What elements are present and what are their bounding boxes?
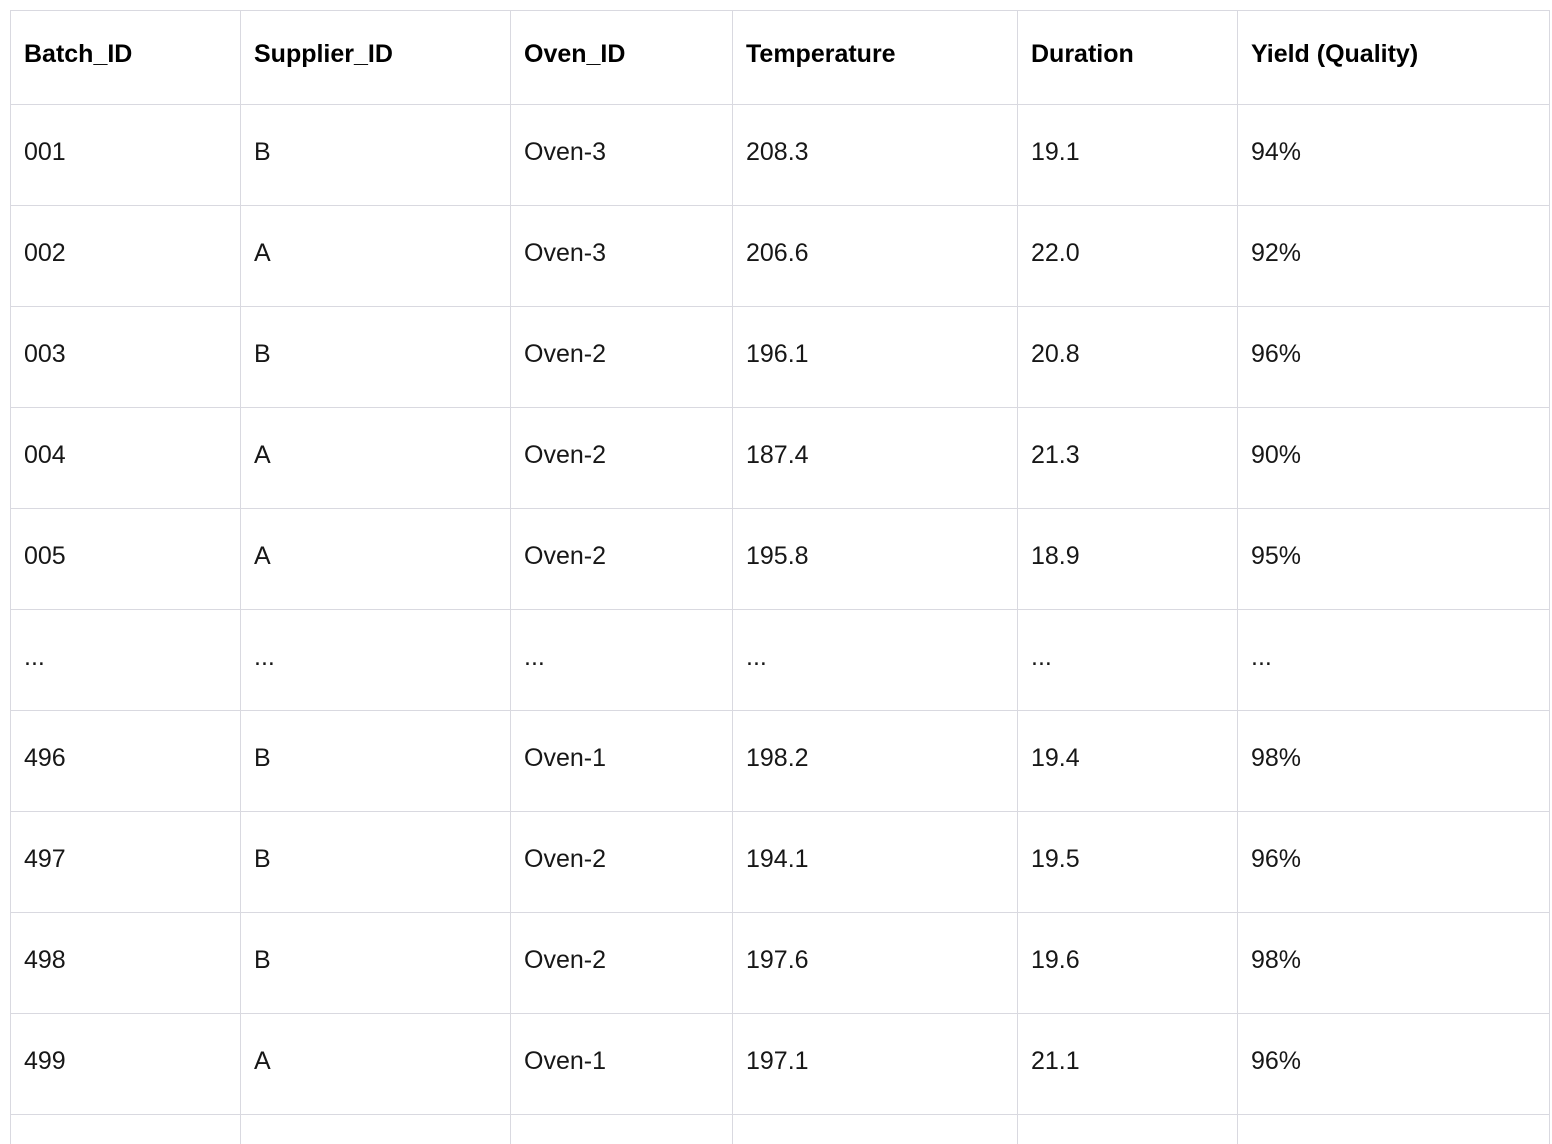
cell-temperature: 196.1 (732, 306, 1018, 408)
cell-duration: 21.1 (1017, 1013, 1238, 1115)
cell-duration: 19.4 (1017, 1114, 1238, 1144)
cell-supplier-id: ... (240, 609, 511, 711)
cell-supplier-id: B (240, 811, 511, 913)
cell-batch-id: 497 (10, 811, 241, 913)
cell-duration: 19.6 (1017, 912, 1238, 1014)
cell-supplier-id: B (240, 710, 511, 812)
cell-temperature: 194.1 (732, 811, 1018, 913)
table-row: 005 A Oven-2 195.8 18.9 95% (10, 508, 1550, 610)
batch-table-body: 001 B Oven-3 208.3 19.1 94% 002 A Oven-3 206.6 22.… (10, 104, 1550, 1144)
cell-oven-id: Oven-3 (510, 104, 733, 206)
cell-oven-id: Oven-2 (510, 306, 733, 408)
cell-oven-id: Oven-3 (510, 205, 733, 307)
cell-batch-id: 499 (10, 1013, 241, 1115)
cell-batch-id: 004 (10, 407, 241, 509)
column-header-yield: Yield (Quality) (1237, 10, 1550, 105)
table-row: 001 B Oven-3 208.3 19.1 94% (10, 104, 1550, 206)
table-row: 496 B Oven-1 198.2 19.4 98% (10, 710, 1550, 812)
cell-supplier-id: B (240, 306, 511, 408)
cell-yield: 96% (1237, 1114, 1550, 1144)
cell-supplier-id: B (240, 912, 511, 1014)
cell-supplier-id: A (240, 1114, 511, 1144)
cell-batch-id: 002 (10, 205, 241, 307)
cell-supplier-id: A (240, 1013, 511, 1115)
cell-batch-id: 001 (10, 104, 241, 206)
cell-supplier-id: A (240, 205, 511, 307)
cell-oven-id: Oven-2 (510, 407, 733, 509)
cell-yield: 95% (1237, 508, 1550, 610)
cell-yield: 98% (1237, 710, 1550, 812)
cell-batch-id: 003 (10, 306, 241, 408)
table-row: 497 B Oven-2 194.1 19.5 96% (10, 811, 1550, 913)
table-row: 500AOven-1196.119.496% (10, 1114, 1550, 1144)
column-header-oven-id: Oven_ID (510, 10, 733, 105)
cell-supplier-id: A (240, 407, 511, 509)
cell-batch-id: ... (10, 609, 241, 711)
cell-yield: 92% (1237, 205, 1550, 307)
cell-oven-id: Oven-1 (510, 1013, 733, 1115)
cell-oven-id: ... (510, 609, 733, 711)
cell-batch-id: 500 (10, 1114, 241, 1144)
header-row: Batch_ID Supplier_ID Oven_ID Temperature Dur… (10, 10, 1550, 105)
cell-yield: 94% (1237, 104, 1550, 206)
batch-table-head: Batch_ID Supplier_ID Oven_ID Temperature Dur… (10, 10, 1550, 105)
table-row: 003 B Oven-2 196.1 20.8 96% (10, 306, 1550, 408)
cell-temperature: 208.3 (732, 104, 1018, 206)
cell-yield: ... (1237, 609, 1550, 711)
cell-yield: 96% (1237, 1013, 1550, 1115)
cell-duration: ... (1017, 609, 1238, 711)
cell-yield: 90% (1237, 407, 1550, 509)
cell-oven-id: Oven-2 (510, 811, 733, 913)
cell-duration: 19.5 (1017, 811, 1238, 913)
column-header-batch-id: Batch_ID (10, 10, 241, 105)
cell-oven-id: Oven-1 (510, 1114, 733, 1144)
cell-temperature: 197.1 (732, 1013, 1018, 1115)
cell-duration: 20.8 (1017, 306, 1238, 408)
cell-yield: 96% (1237, 306, 1550, 408)
cell-duration: 19.4 (1017, 710, 1238, 812)
cell-duration: 19.1 (1017, 104, 1238, 206)
cell-temperature: ... (732, 609, 1018, 711)
table-row: 498 B Oven-2 197.6 19.6 98% (10, 912, 1550, 1014)
cell-duration: 21.3 (1017, 407, 1238, 509)
cell-temperature: 198.2 (732, 710, 1018, 812)
cell-supplier-id: B (240, 104, 511, 206)
cell-yield: 96% (1237, 811, 1550, 913)
cell-supplier-id: A (240, 508, 511, 610)
column-header-supplier-id: Supplier_ID (240, 10, 511, 105)
table-row: 002 A Oven-3 206.6 22.0 92% (10, 205, 1550, 307)
cell-temperature: 195.8 (732, 508, 1018, 610)
cell-duration: 22.0 (1017, 205, 1238, 307)
table-row: 004 A Oven-2 187.4 21.3 90% (10, 407, 1550, 509)
table-row: .................. (10, 609, 1550, 711)
cell-temperature: 197.6 (732, 912, 1018, 1014)
cell-batch-id: 005 (10, 508, 241, 610)
table-row: 499 A Oven-1 197.1 21.1 96% (10, 1013, 1550, 1115)
cell-yield: 98% (1237, 912, 1550, 1014)
cell-temperature: 196.1 (732, 1114, 1018, 1144)
cell-oven-id: Oven-1 (510, 710, 733, 812)
column-header-duration: Duration (1017, 10, 1238, 105)
cell-duration: 18.9 (1017, 508, 1238, 610)
cell-batch-id: 498 (10, 912, 241, 1014)
cell-temperature: 206.6 (732, 205, 1018, 307)
cell-oven-id: Oven-2 (510, 508, 733, 610)
column-header-temperature: Temperature (732, 10, 1018, 105)
cell-oven-id: Oven-2 (510, 912, 733, 1014)
cell-temperature: 187.4 (732, 407, 1018, 509)
batch-table: Batch_ID Supplier_ID Oven_ID Temperature Dur… (10, 10, 1550, 1144)
cell-batch-id: 496 (10, 710, 241, 812)
